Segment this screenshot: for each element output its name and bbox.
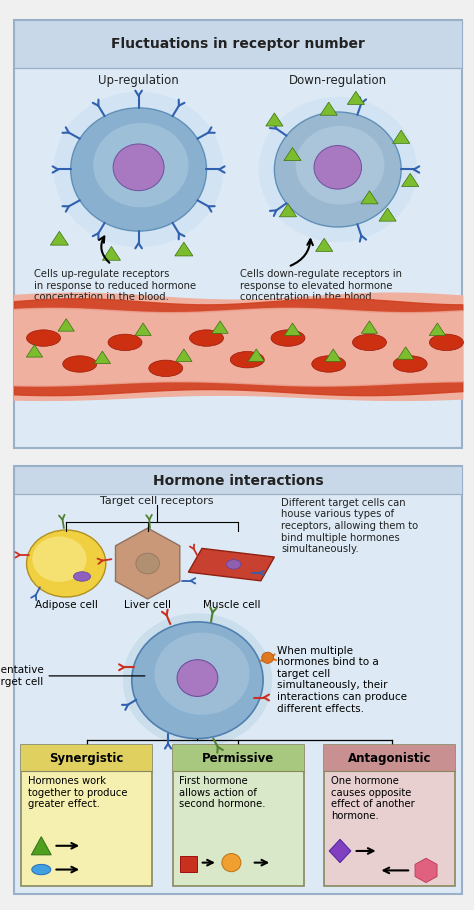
Polygon shape <box>102 247 120 260</box>
Ellipse shape <box>113 144 164 191</box>
Ellipse shape <box>353 334 386 350</box>
Bar <box>180 855 198 872</box>
Polygon shape <box>175 242 193 256</box>
Text: Target cell receptors: Target cell receptors <box>100 496 213 506</box>
Polygon shape <box>429 323 446 336</box>
Text: Synergistic: Synergistic <box>49 752 124 764</box>
Bar <box>21 745 152 885</box>
Text: (a): (a) <box>12 472 31 486</box>
Bar <box>173 745 304 771</box>
Text: Adipose cell: Adipose cell <box>35 601 98 611</box>
Polygon shape <box>398 347 414 359</box>
Polygon shape <box>176 349 192 361</box>
Ellipse shape <box>123 613 272 747</box>
Polygon shape <box>212 321 228 333</box>
Ellipse shape <box>314 146 362 189</box>
Bar <box>14 20 462 68</box>
Bar <box>14 466 462 494</box>
Ellipse shape <box>230 351 264 368</box>
Polygon shape <box>50 231 68 245</box>
Polygon shape <box>320 102 337 116</box>
Text: Antagonistic: Antagonistic <box>348 752 432 764</box>
Polygon shape <box>279 204 297 217</box>
Text: Up-regulation: Up-regulation <box>98 75 179 87</box>
Polygon shape <box>392 130 410 144</box>
Text: Liver cell: Liver cell <box>124 601 171 611</box>
Text: Down-regulation: Down-regulation <box>289 75 387 87</box>
Polygon shape <box>188 549 274 581</box>
Ellipse shape <box>274 112 401 227</box>
Ellipse shape <box>190 329 223 347</box>
Ellipse shape <box>222 854 241 872</box>
Text: Muscle cell: Muscle cell <box>203 601 260 611</box>
Text: Fluctuations in receptor number: Fluctuations in receptor number <box>111 37 365 51</box>
Polygon shape <box>401 174 419 187</box>
Ellipse shape <box>54 92 223 248</box>
Polygon shape <box>58 318 74 331</box>
Ellipse shape <box>27 530 106 597</box>
Polygon shape <box>248 349 264 361</box>
Text: Different target cells can
house various types of
receptors, allowing them to
bi: Different target cells can house various… <box>281 498 419 554</box>
Bar <box>324 745 456 771</box>
Ellipse shape <box>32 537 87 581</box>
Text: One hormone
causes opposite
effect of another
hormone.: One hormone causes opposite effect of an… <box>331 776 415 821</box>
Polygon shape <box>284 323 301 336</box>
Ellipse shape <box>32 864 51 875</box>
Polygon shape <box>379 208 396 221</box>
Polygon shape <box>329 839 351 863</box>
Polygon shape <box>316 238 333 251</box>
Polygon shape <box>361 321 378 333</box>
Text: Hormone interactions: Hormone interactions <box>153 473 323 488</box>
Polygon shape <box>31 836 51 854</box>
Ellipse shape <box>149 360 183 377</box>
Ellipse shape <box>296 126 384 205</box>
Ellipse shape <box>227 560 241 569</box>
Ellipse shape <box>93 123 188 207</box>
Text: When multiple
hormones bind to a
target cell
simultaneously, their
interactions : When multiple hormones bind to a target … <box>277 646 407 713</box>
Ellipse shape <box>177 660 218 696</box>
Ellipse shape <box>63 356 97 372</box>
Bar <box>324 745 456 885</box>
Text: Representative
target cell: Representative target cell <box>0 665 145 687</box>
Text: Permissive: Permissive <box>202 752 274 764</box>
Ellipse shape <box>108 334 142 350</box>
FancyBboxPatch shape <box>14 20 462 449</box>
Polygon shape <box>27 345 43 357</box>
Ellipse shape <box>258 96 417 242</box>
Ellipse shape <box>71 108 207 231</box>
Ellipse shape <box>271 329 305 347</box>
Polygon shape <box>94 351 110 364</box>
Text: Hormones work
together to produce
greater effect.: Hormones work together to produce greate… <box>27 776 127 809</box>
Ellipse shape <box>393 356 427 372</box>
Polygon shape <box>284 147 301 161</box>
Bar <box>173 745 304 885</box>
Ellipse shape <box>132 622 263 739</box>
Ellipse shape <box>27 329 61 347</box>
Ellipse shape <box>155 632 249 715</box>
FancyBboxPatch shape <box>14 466 462 895</box>
Circle shape <box>262 652 273 663</box>
Ellipse shape <box>429 334 464 350</box>
Polygon shape <box>325 349 341 361</box>
Text: Cells up-regulate receptors
in response to reduced hormone
concentration in the : Cells up-regulate receptors in response … <box>35 269 197 302</box>
Ellipse shape <box>312 356 346 372</box>
Text: First hormone
allows action of
second hormone.: First hormone allows action of second ho… <box>179 776 266 809</box>
Polygon shape <box>135 323 151 336</box>
Polygon shape <box>361 191 378 204</box>
Ellipse shape <box>136 553 159 574</box>
Ellipse shape <box>73 571 91 581</box>
Text: Cells down-regulate receptors in
response to elevated hormone
concentration in t: Cells down-regulate receptors in respons… <box>240 269 402 302</box>
Polygon shape <box>347 91 365 105</box>
Polygon shape <box>266 113 283 126</box>
Bar <box>21 745 152 771</box>
